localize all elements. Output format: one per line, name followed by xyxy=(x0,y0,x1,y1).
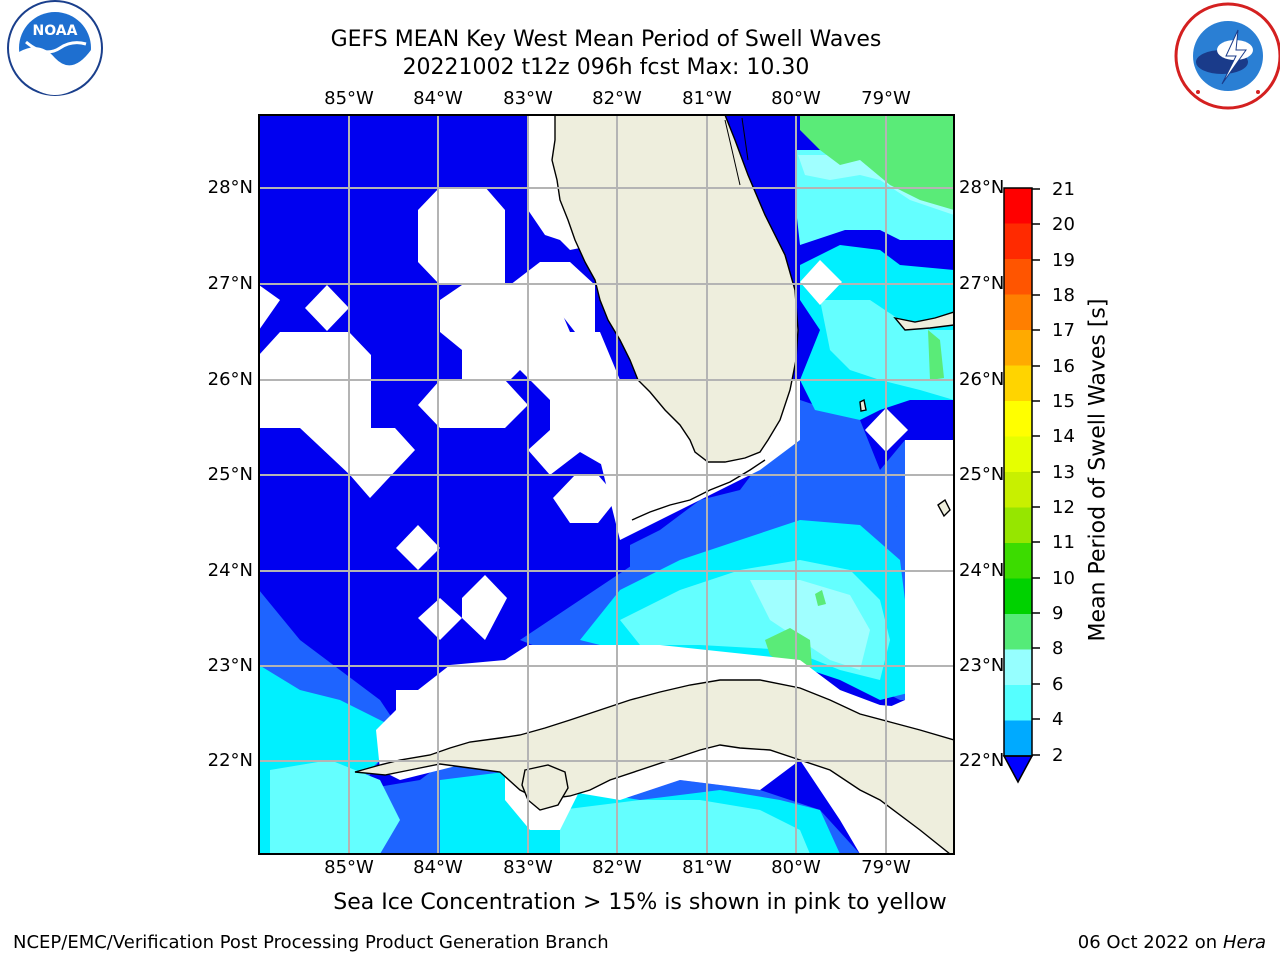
footer-host: Hera xyxy=(1222,932,1266,953)
colorbar-bin-9 xyxy=(1004,614,1032,650)
colorbar-bin-2 xyxy=(1004,720,1032,756)
atlantic-cyan xyxy=(680,115,954,560)
colorbar xyxy=(1002,187,1040,784)
lake-okeechobee xyxy=(724,117,749,186)
lon-label-bottom: 82°W xyxy=(592,857,642,878)
lat-label-left: 26°N xyxy=(207,369,253,390)
colorbar-tick-label: 19 xyxy=(1052,250,1075,271)
isla-de-la-juventud xyxy=(521,764,569,811)
lat-label-left: 24°N xyxy=(207,560,253,581)
bahamas-small xyxy=(859,398,867,412)
colorbar-tick-label: 12 xyxy=(1052,497,1075,518)
lon-label-bottom: 84°W xyxy=(413,857,463,878)
colorbar-tick-label: 2 xyxy=(1052,745,1064,766)
lon-label-top: 81°W xyxy=(682,88,732,109)
colorbar-bin-17 xyxy=(1004,330,1032,366)
andros-bits xyxy=(937,498,951,518)
lon-label-bottom: 80°W xyxy=(771,857,821,878)
gulf-sw-mid-blue xyxy=(259,590,860,854)
lat-label-right: 24°N xyxy=(959,560,1005,581)
map-frame xyxy=(258,114,955,855)
lat-label-left: 23°N xyxy=(207,655,253,676)
footer-date: 06 Oct 2022 on Hera xyxy=(1078,932,1266,953)
lat-label-left: 25°N xyxy=(207,464,253,485)
atlantic-green-2 xyxy=(928,330,944,380)
colorbar-bin-12 xyxy=(1004,507,1032,543)
nws-logo xyxy=(1174,2,1280,110)
colorbar-tick-label: 9 xyxy=(1052,603,1064,624)
lon-label-top: 84°W xyxy=(413,88,463,109)
lat-label-left: 28°N xyxy=(207,177,253,198)
colorbar-tick-label: 11 xyxy=(1052,532,1075,553)
colorbar-tick-label: 16 xyxy=(1052,356,1075,377)
colorbar-tick-label: 18 xyxy=(1052,285,1075,306)
lat-label-right: 25°N xyxy=(959,464,1005,485)
colorbar-tick-label: 6 xyxy=(1052,674,1064,695)
florida xyxy=(551,115,799,463)
colorbar-bin-19 xyxy=(1004,259,1032,295)
lat-label-left: 22°N xyxy=(207,750,253,771)
gulf-sw-light-cyan xyxy=(270,760,400,854)
florida-keys xyxy=(631,459,766,521)
colorbar-tick-label: 21 xyxy=(1052,179,1075,200)
colorbar-tick-label: 15 xyxy=(1052,391,1075,412)
colorbar-tick-label: 8 xyxy=(1052,638,1064,659)
colorbar-extend-arrow xyxy=(1002,755,1034,784)
colorbar-bin-10 xyxy=(1004,578,1032,614)
colorbar-bin-11 xyxy=(1004,543,1032,579)
grand-bahama xyxy=(893,311,954,331)
lon-label-top: 82°W xyxy=(592,88,642,109)
lon-label-top: 79°W xyxy=(861,88,911,109)
map-title: GEFS MEAN Key West Mean Period of Swell … xyxy=(330,27,882,52)
colorbar-tick-label: 20 xyxy=(1052,214,1075,235)
map-area xyxy=(259,115,954,854)
sea-ice-note: Sea Ice Concentration > 15% is shown in … xyxy=(333,890,947,915)
lon-label-bottom: 85°W xyxy=(324,857,374,878)
colorbar-tick-label: 14 xyxy=(1052,426,1075,447)
lon-label-bottom: 79°W xyxy=(861,857,911,878)
colorbar-bin-15 xyxy=(1004,401,1032,437)
colorbar-bin-13 xyxy=(1004,472,1032,508)
lon-label-bottom: 81°W xyxy=(682,857,732,878)
atlantic-green xyxy=(800,115,954,210)
map-subtitle: 20221002 t12z 096h fcst Max: 10.30 xyxy=(402,55,810,80)
lon-label-bottom: 83°W xyxy=(503,857,553,878)
colorbar-bin-20 xyxy=(1004,223,1032,259)
colorbar-tick-label: 17 xyxy=(1052,320,1075,341)
colorbar-ticks xyxy=(1032,188,1040,756)
lon-label-top: 85°W xyxy=(324,88,374,109)
lon-label-top: 80°W xyxy=(771,88,821,109)
colorbar-bin-18 xyxy=(1004,294,1032,330)
colorbar-bin-16 xyxy=(1004,365,1032,401)
colorbar-bin-6 xyxy=(1004,685,1032,721)
colorbar-bin-8 xyxy=(1004,649,1032,685)
colorbar-tick-label: 4 xyxy=(1052,709,1064,730)
noaa-logo-text: NOAA xyxy=(33,23,78,39)
lat-label-right: 28°N xyxy=(959,177,1005,198)
lat-label-right: 26°N xyxy=(959,369,1005,390)
footer-credit: NCEP/EMC/Verification Post Processing Pr… xyxy=(13,932,609,953)
colorbar-tick-label: 13 xyxy=(1052,462,1075,483)
graticule xyxy=(259,115,954,854)
lat-label-left: 27°N xyxy=(207,273,253,294)
atlantic-mid-blue xyxy=(630,115,954,600)
colorbar-title: Mean Period of Swell Waves [s] xyxy=(1085,298,1111,642)
noaa-logo: NOAA xyxy=(7,0,103,96)
straits-pale-cyan xyxy=(750,580,870,670)
lon-label-top: 83°W xyxy=(503,88,553,109)
colorbar-bin-21 xyxy=(1004,188,1032,224)
colorbar-tick-label: 10 xyxy=(1052,568,1075,589)
straits-green-dot xyxy=(815,590,826,606)
lat-label-right: 22°N xyxy=(959,750,1005,771)
lat-label-right: 23°N xyxy=(959,655,1005,676)
colorbar-bin-14 xyxy=(1004,436,1032,472)
south-cuba-light-cyan xyxy=(560,800,810,854)
footer-date-text: 06 Oct 2022 on xyxy=(1077,932,1218,953)
lat-label-right: 27°N xyxy=(959,273,1005,294)
land xyxy=(354,115,954,854)
